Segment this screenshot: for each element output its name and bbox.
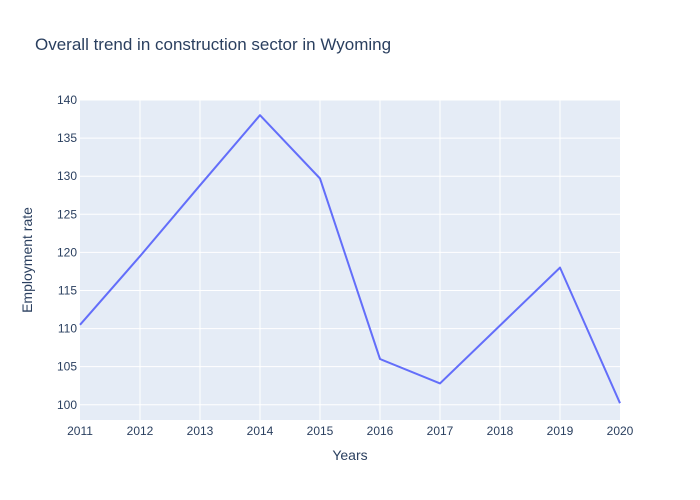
series-group (74, 109, 626, 409)
chart-title: Overall trend in construction sector in … (35, 35, 391, 54)
y-tick-label: 105 (57, 360, 77, 374)
series-line (79, 114, 621, 404)
data-point[interactable] (614, 397, 626, 409)
x-tick-label: 2011 (67, 424, 93, 438)
plot-area (80, 100, 620, 420)
x-tick-label: 2017 (427, 424, 454, 438)
x-tick-label: 2013 (187, 424, 214, 438)
data-point[interactable] (434, 377, 446, 389)
data-point[interactable] (554, 262, 566, 274)
x-tick-label: 2016 (367, 424, 394, 438)
data-point[interactable] (74, 319, 86, 331)
y-tick-label: 130 (57, 169, 77, 183)
data-point[interactable] (374, 353, 386, 365)
y-tick-label: 120 (57, 245, 77, 259)
x-tick-label: 2018 (487, 424, 514, 438)
x-tick-label: 2020 (607, 424, 634, 438)
y-tick-label: 100 (57, 398, 77, 412)
x-axis-ticks: 2011 2012 2013 2014 2015 2016 2017 2018 2019 2020 (67, 424, 634, 438)
data-point[interactable] (314, 172, 326, 184)
x-tick-label: 2014 (247, 424, 274, 438)
data-point[interactable] (194, 179, 206, 191)
y-tick-label: 115 (58, 283, 77, 297)
x-tick-label: 2012 (127, 424, 154, 438)
y-axis-ticks: 100 105 110 115 120 125 130 135 140 (57, 93, 77, 412)
data-point[interactable] (134, 250, 146, 262)
y-axis-title: Employment rate (19, 207, 35, 313)
y-tick-label: 140 (57, 93, 77, 107)
x-tick-label: 2015 (307, 424, 334, 438)
x-tick-label: 2019 (547, 424, 574, 438)
data-point[interactable] (254, 109, 266, 121)
data-point[interactable] (494, 320, 506, 332)
gridlines (80, 99, 620, 420)
y-tick-label: 125 (57, 207, 77, 221)
x-axis-title: Years (332, 447, 367, 463)
y-tick-label: 135 (57, 131, 77, 145)
y-tick-label: 110 (58, 322, 77, 336)
